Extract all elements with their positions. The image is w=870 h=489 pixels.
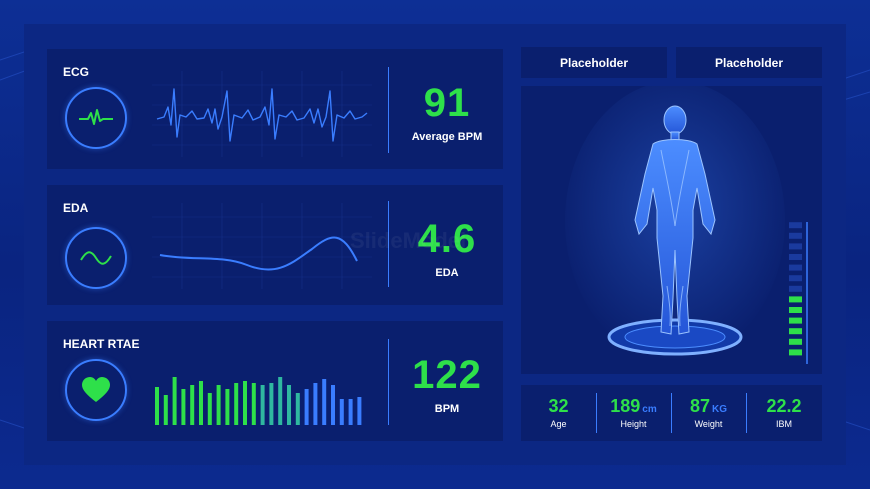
eda-panel: EDA 4.6 EDA — [47, 185, 503, 305]
level-meter-bar — [789, 296, 802, 303]
stat-height-label: Height — [620, 419, 647, 429]
level-meter-bar — [789, 275, 802, 282]
heart-rate-divider — [388, 339, 389, 425]
heart-rate-bar — [278, 377, 283, 425]
heart-rate-bar — [225, 389, 230, 425]
level-meter-bar — [789, 254, 802, 260]
eda-metric: 4.6 EDA — [392, 219, 502, 279]
heart-rate-bar — [234, 383, 239, 425]
stat-separator — [671, 393, 672, 433]
level-meter — [789, 222, 808, 364]
heart-rate-bar — [199, 381, 203, 425]
heart-rate-bar — [251, 383, 256, 425]
stat-weight-label: Weight — [694, 419, 723, 429]
level-meter-bar — [789, 222, 802, 229]
heart-rate-bar — [190, 385, 195, 425]
stat-separator — [746, 393, 747, 433]
stat-weight: 87 KG Weight — [671, 385, 746, 441]
heart-rate-bar — [295, 393, 300, 425]
eda-title: EDA — [63, 201, 89, 215]
heart-rate-bar — [357, 397, 362, 425]
stat-age: 32 Age — [521, 385, 596, 441]
heart-rate-bar — [260, 385, 265, 425]
heart-rate-bar — [287, 385, 291, 425]
watermark: SlideModel — [350, 228, 467, 253]
ecg-divider — [388, 67, 389, 153]
level-meter-bar — [789, 349, 802, 356]
heart-rate-bar — [207, 393, 212, 425]
heart-rate-bar — [331, 385, 335, 425]
stat-ibm: 22.2 IBM — [746, 385, 822, 441]
level-meter-bar — [789, 232, 802, 239]
level-meter-bar — [789, 285, 802, 292]
stat-separator — [596, 393, 597, 433]
level-meter-bar — [789, 264, 802, 271]
heart-rate-bar — [181, 389, 186, 425]
heart-rate-panel: HEART RTAE 122 BPM — [47, 321, 503, 441]
heart-rate-bar — [269, 383, 274, 425]
human-body-icon — [565, 86, 785, 361]
eda-label: EDA — [435, 267, 459, 279]
heart-rate-bar — [172, 377, 177, 425]
stat-ibm-value: 22.2 — [766, 396, 802, 416]
ecg-metric: 91 Average BPM — [392, 83, 502, 143]
level-meter-bar — [789, 338, 802, 345]
heart-rate-title: HEART RTAE — [63, 337, 140, 351]
stat-age-value: 32 — [548, 396, 569, 416]
stat-age-label: Age — [550, 419, 567, 429]
ecg-panel: ECG 91 Average BPM — [47, 49, 503, 169]
body-panel — [521, 86, 822, 374]
wave-icon — [65, 227, 127, 289]
heartbeat-icon — [65, 87, 127, 149]
eda-waveform — [152, 203, 372, 289]
placeholder-button-1[interactable]: Placeholder — [521, 47, 667, 78]
heart-rate-bar — [243, 381, 247, 425]
ecg-title: ECG — [63, 65, 90, 79]
stat-weight-unit: KG — [712, 404, 728, 415]
heart-rate-bar — [216, 385, 221, 425]
heart-rate-bar — [155, 387, 159, 425]
stat-height: 189 cm Height — [596, 385, 671, 441]
level-meter-bar — [789, 307, 802, 313]
stat-ibm-label: IBM — [775, 419, 792, 429]
heart-rate-value: 122 — [412, 353, 482, 397]
eda-divider — [388, 201, 389, 287]
level-meter-bar — [789, 243, 802, 250]
heart-rate-bar — [304, 389, 309, 425]
placeholder-button-2[interactable]: Placeholder — [676, 47, 822, 78]
ecg-value: 91 — [423, 81, 471, 125]
stat-height-value: 189 — [610, 396, 641, 416]
stat-height-unit: cm — [642, 404, 657, 415]
heart-rate-bars — [155, 377, 362, 425]
ecg-label: Average BPM — [411, 131, 483, 143]
heart-rate-label: BPM — [434, 403, 460, 415]
heart-rate-metric: 122 BPM — [392, 355, 502, 415]
heart-rate-bar — [348, 399, 353, 425]
level-meter-bar — [789, 317, 802, 324]
heart-rate-bar — [339, 399, 344, 425]
heart-icon — [65, 359, 127, 421]
heart-rate-bar — [163, 395, 168, 425]
level-meter-bar — [789, 328, 802, 335]
eda-value: 4.6 — [417, 217, 477, 261]
heart-rate-bar — [322, 379, 327, 425]
stats-panel: 32 Age 189 cm Height 87 KG Weight 22.2 IBM — [521, 385, 822, 441]
heart-rate-bar — [313, 383, 318, 425]
ecg-waveform — [152, 71, 372, 157]
stat-weight-value: 87 — [689, 396, 711, 416]
